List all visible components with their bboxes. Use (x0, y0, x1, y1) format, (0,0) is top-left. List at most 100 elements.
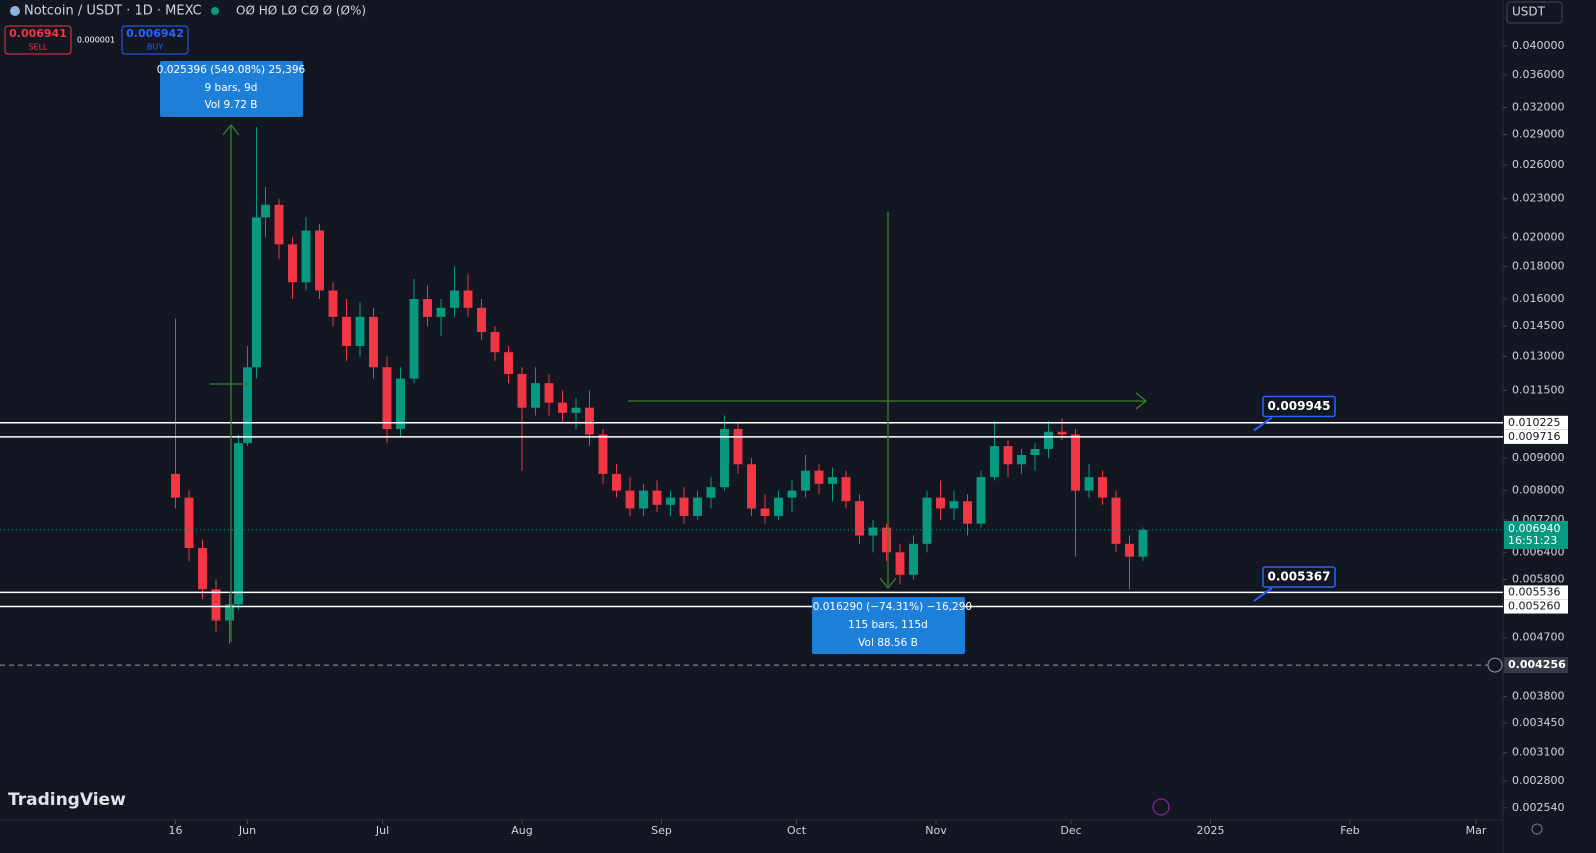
candle-body (787, 490, 797, 498)
buy-label[interactable]: BUY (147, 43, 163, 52)
candle-body (243, 367, 252, 444)
alert-box (1262, 566, 1336, 588)
y-tick-label: 0.003800 (1512, 689, 1565, 702)
candle-body (895, 552, 905, 575)
measure-text: Vol 9.72 B (205, 99, 258, 111)
x-tick-label: Feb (1340, 824, 1359, 837)
candle-body (868, 527, 878, 536)
x-tick-label: Jun (238, 824, 256, 837)
candle-body (747, 464, 756, 509)
x-tick-label: Oct (787, 824, 807, 837)
last-price-bg (1504, 520, 1568, 549)
hline-label-bg (1504, 415, 1568, 430)
hline-label-bg (1504, 585, 1568, 600)
candle-body (922, 497, 932, 544)
candle-body (288, 244, 297, 283)
y-tick-label: 0.011500 (1512, 383, 1565, 396)
sell-button[interactable] (4, 25, 72, 55)
candle-body (1044, 431, 1053, 450)
measure-text: Vol 88.56 B (858, 637, 918, 649)
candle-body (855, 501, 864, 536)
y-tick-label: 0.005800 (1512, 573, 1565, 586)
candle-body (814, 470, 824, 484)
x-tick-label: Nov (925, 824, 947, 837)
candle-body (1138, 529, 1148, 557)
alert-box (1262, 395, 1336, 418)
candle-body (841, 477, 851, 502)
y-tick-label: 0.008000 (1512, 484, 1565, 497)
crosshair-label: 0.004256 (1508, 658, 1566, 671)
hline-label: 0.009716 (1508, 430, 1561, 443)
candle-body (652, 490, 662, 505)
candle-body (774, 497, 783, 516)
candle-body (585, 407, 594, 435)
candle-body (463, 290, 473, 308)
y-tick-label: 0.023000 (1512, 192, 1565, 205)
event-icon[interactable] (1152, 798, 1170, 816)
y-tick-label: 0.026000 (1512, 158, 1565, 171)
currency[interactable]: USDT (1512, 5, 1546, 19)
measure-text: −0.016290 (−74.31%) −16,290 (804, 601, 972, 613)
candle-body (315, 230, 324, 291)
buy-button[interactable] (121, 25, 189, 55)
y-tick-label: 0.032000 (1512, 100, 1565, 113)
candle-body (517, 373, 527, 408)
candle-body (184, 497, 194, 549)
candle-body (828, 477, 837, 484)
candle-body (477, 307, 486, 333)
last-price-label: 0.006940 (1508, 522, 1561, 535)
y-tick-label: 0.040000 (1512, 39, 1565, 52)
candle-body (990, 446, 999, 478)
y-tick-label: 0.029000 (1512, 128, 1565, 141)
candle-body (198, 548, 207, 590)
candle-body (679, 497, 689, 516)
market-status (211, 7, 219, 15)
candle-body (1017, 455, 1026, 465)
symbol-icon (10, 6, 20, 16)
x-tick-label: Mar (1466, 824, 1487, 837)
add-button[interactable] (1487, 657, 1503, 673)
measure-text: 9 bars, 9d (205, 82, 258, 94)
candle-body (963, 501, 972, 524)
candle-body (1111, 497, 1121, 544)
hline-label: 0.010225 (1508, 416, 1561, 429)
candle-body (693, 497, 702, 516)
candle-body (274, 204, 284, 245)
symbol-title[interactable]: Notcoin / USDT · 1D · MEXC (24, 4, 202, 19)
candle-body (301, 230, 311, 283)
y-tick-label: 0.009000 (1512, 451, 1565, 464)
candle-body (409, 299, 419, 379)
currency-button[interactable] (1506, 1, 1563, 24)
y-tick-label: 0.002800 (1512, 774, 1565, 787)
alert-pointer (1253, 416, 1273, 432)
candle-body (801, 470, 810, 491)
logo[interactable]: TradingView (8, 790, 126, 810)
candle-body (396, 378, 405, 429)
spread: 0.000001 (77, 36, 115, 45)
candle-body (733, 428, 743, 465)
x-tick-label: 2025 (1197, 824, 1225, 837)
candle-body (225, 604, 234, 621)
settings-icon[interactable] (1531, 823, 1543, 835)
y-tick-label: 0.003100 (1512, 746, 1565, 759)
candle-body (936, 497, 945, 509)
candle-body (571, 407, 581, 413)
y-tick-label: 0.016000 (1512, 292, 1565, 305)
y-tick-label: 0.020000 (1512, 230, 1565, 243)
sell-label[interactable]: SELL (28, 43, 48, 52)
candle-body (598, 434, 608, 474)
candle-body (706, 487, 716, 498)
candle-body (531, 383, 540, 408)
candle-body (720, 428, 729, 488)
y-tick-label: 0.014500 (1512, 319, 1565, 332)
x-tick-label: Dec (1060, 824, 1081, 837)
candle-body (436, 307, 446, 317)
x-tick-label: Jul (375, 824, 389, 837)
hline-label-bg (1504, 429, 1568, 444)
buy-price[interactable]: 0.006942 (126, 27, 184, 40)
candle-body (558, 402, 567, 413)
candle-body (1098, 477, 1107, 498)
plot: 0.040000 0.036000 0.032000 0.029000 0.026000… (0, 39, 1568, 837)
sell-price[interactable]: 0.006941 (9, 27, 67, 40)
